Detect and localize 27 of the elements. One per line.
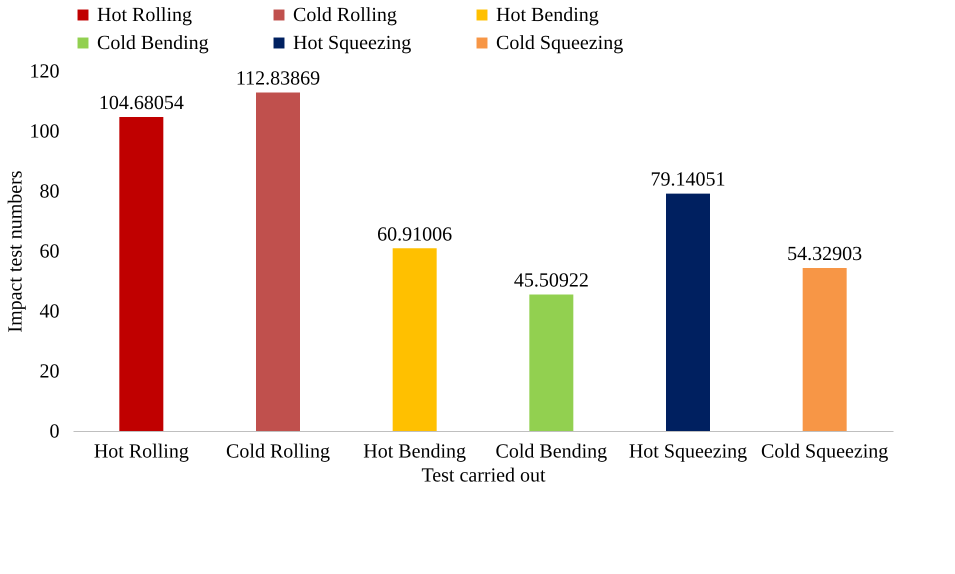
data-label: 60.91006 [377,223,452,246]
x-tick-label: Hot Bending [363,440,466,462]
y-tick-label: 40 [40,300,60,322]
y-tick-label: 60 [40,240,60,262]
data-label: 112.83869 [236,67,320,90]
y-tick-label: 0 [50,420,60,442]
legend-label: Cold Squeezing [496,32,624,54]
x-tick-label: Hot Rolling [94,440,189,462]
y-tick-label: 20 [40,360,60,382]
x-tick-label: Cold Squeezing [761,440,888,462]
x-tick-label: Cold Bending [495,440,608,462]
x-axis-title: Test carried out [421,464,546,486]
y-tick-label: 120 [30,60,60,82]
legend-label: Cold Bending [97,32,209,54]
y-tick-label: 80 [40,180,60,202]
data-label: 54.32903 [787,243,862,266]
legend-label: Cold Rolling [293,4,397,26]
legend-label: Hot Bending [496,4,599,26]
x-tick-label: Cold Rolling [226,440,330,462]
y-axis-title: Impact test numbers [4,170,26,333]
y-tick-label: 100 [30,120,60,142]
data-label: 104.68054 [98,92,184,114]
data-label: 79.14051 [650,168,726,191]
x-tick-label: Hot Squeezing [628,440,748,462]
data-label: 45.50922 [514,269,589,292]
legend-label: Hot Squeezing [293,32,412,54]
legend-label: Hot Rolling [97,4,192,26]
